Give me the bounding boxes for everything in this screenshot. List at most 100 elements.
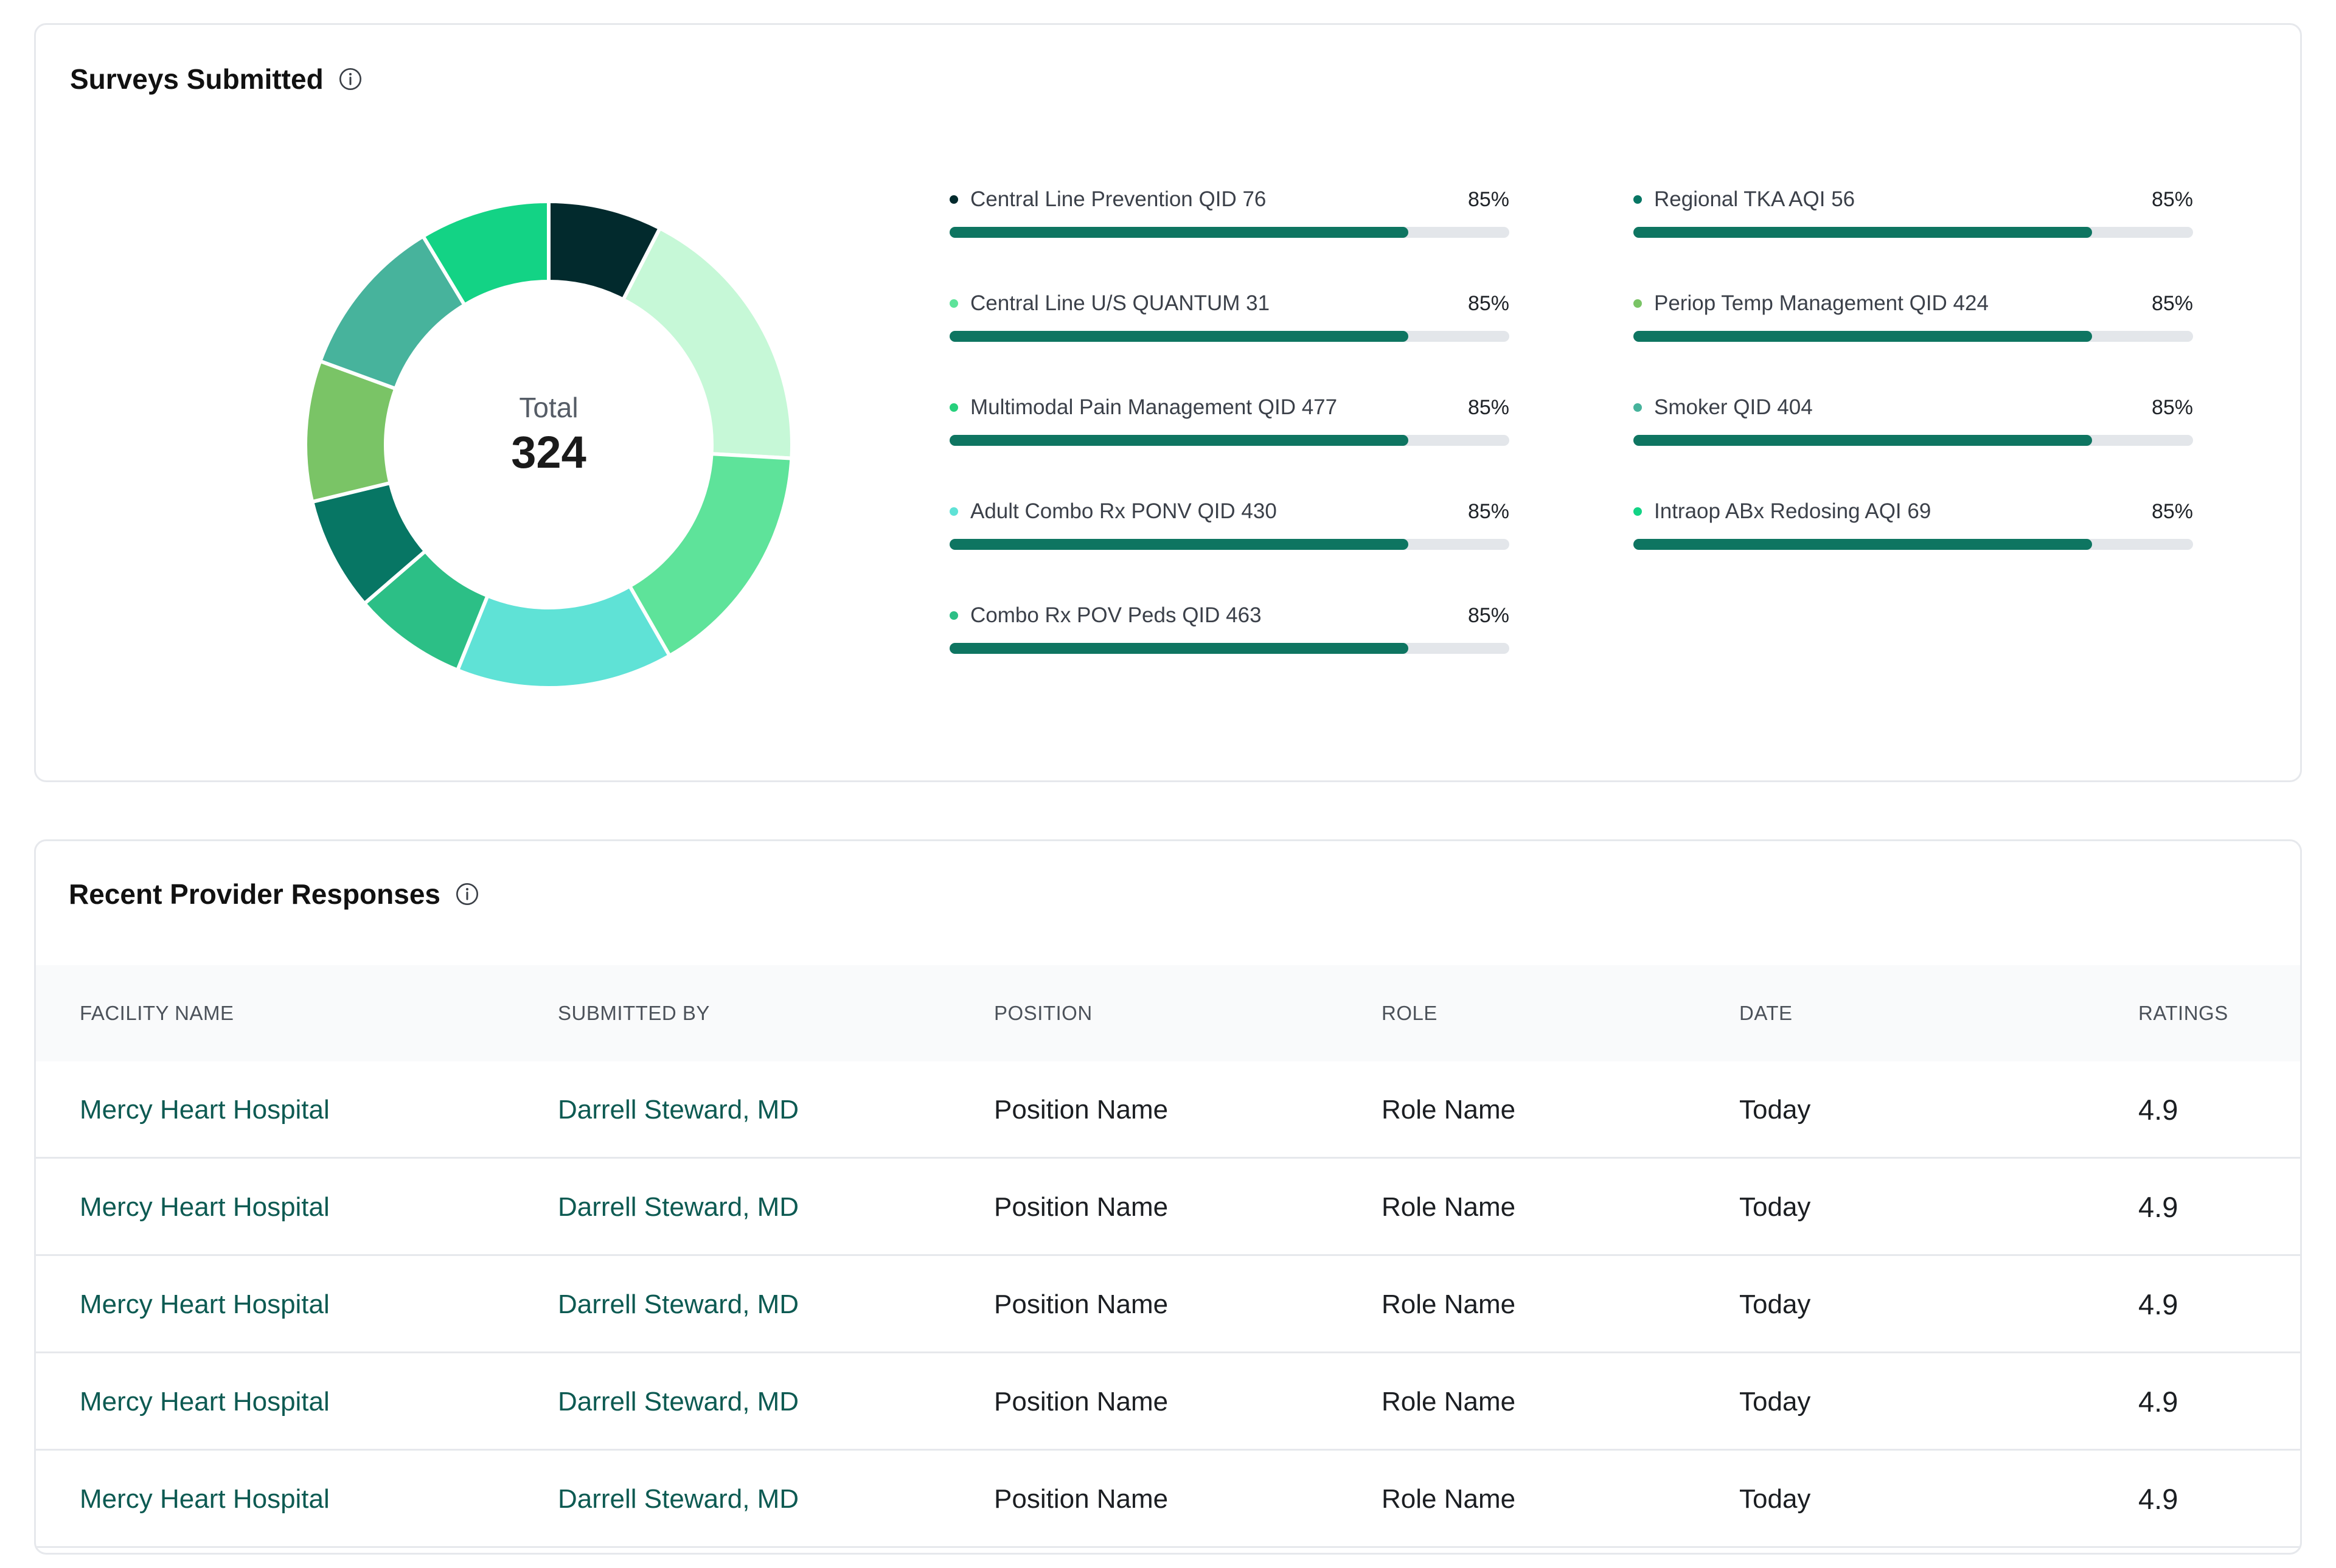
facility-link[interactable]: Mercy Heart Hospital bbox=[80, 1484, 330, 1514]
surveys-donut-chart: Total 324 bbox=[275, 171, 822, 718]
progress-bar-fill bbox=[950, 227, 1409, 238]
legend-column-left: Central Line Prevention QID 76 85% Central… bbox=[950, 184, 1509, 704]
legend-label: Periop Temp Management QID 424 bbox=[1654, 291, 1989, 315]
legend-color-dot bbox=[950, 299, 958, 308]
legend-color-dot bbox=[950, 403, 958, 412]
legend-color-dot bbox=[1633, 507, 1642, 516]
legend-item: Multimodal Pain Management QID 477 85% bbox=[950, 392, 1509, 496]
surveys-submitted-card: Surveys Submitted Total 324 Central Line… bbox=[34, 23, 2302, 782]
role-cell: Role Name bbox=[1382, 1192, 1516, 1222]
table-row[interactable]: Mercy Heart Hospital Darrell Steward, MD… bbox=[36, 1061, 2300, 1159]
date-cell: Today bbox=[1739, 1387, 1811, 1417]
responses-title-row: Recent Provider Responses bbox=[69, 878, 479, 911]
progress-bar-track bbox=[950, 331, 1509, 342]
table-row[interactable]: Mercy Heart Hospital Darrell Steward, MD… bbox=[36, 1451, 2300, 1548]
provider-link[interactable]: Darrell Steward, MD bbox=[558, 1387, 799, 1417]
info-icon[interactable] bbox=[338, 67, 363, 91]
progress-bar-fill bbox=[1633, 227, 2093, 238]
date-cell: Today bbox=[1739, 1095, 1811, 1125]
legend-label: Smoker QID 404 bbox=[1654, 395, 1813, 419]
rating-cell: 4.9 bbox=[2138, 1288, 2178, 1320]
role-cell: Role Name bbox=[1382, 1095, 1516, 1125]
rating-cell: 4.9 bbox=[2138, 1386, 2178, 1418]
surveys-title: Surveys Submitted bbox=[70, 63, 324, 95]
table-row[interactable]: Mercy Heart Hospital Darrell Steward, MD… bbox=[36, 1256, 2300, 1353]
legend-percent: 85% bbox=[1467, 603, 1509, 627]
progress-bar-track bbox=[1633, 227, 2193, 238]
progress-bar-fill bbox=[1633, 539, 2093, 550]
legend-item: Intraop ABx Redosing AQI 69 85% bbox=[1633, 496, 2193, 600]
legend-percent: 85% bbox=[1467, 187, 1509, 211]
role-cell: Role Name bbox=[1382, 1289, 1516, 1319]
progress-bar-track bbox=[1633, 331, 2193, 342]
legend-item: Central Line Prevention QID 76 85% bbox=[950, 184, 1509, 288]
legend-item-header: Smoker QID 404 85% bbox=[1633, 392, 2193, 423]
legend-label: Central Line U/S QUANTUM 31 bbox=[970, 291, 1270, 315]
facility-link[interactable]: Mercy Heart Hospital bbox=[80, 1192, 330, 1222]
table-row[interactable]: Mercy Heart Hospital Darrell Steward, MD… bbox=[36, 1159, 2300, 1256]
donut-total-label: Total bbox=[519, 391, 579, 423]
column-header-date[interactable]: DATE bbox=[1739, 1002, 1793, 1024]
legend-item: Periop Temp Management QID 424 85% bbox=[1633, 288, 2193, 392]
progress-bar-fill bbox=[950, 435, 1409, 446]
info-icon[interactable] bbox=[455, 882, 479, 906]
legend-column-right: Regional TKA AQI 56 85% Periop Temp Manage… bbox=[1633, 184, 2193, 600]
donut-segment[interactable] bbox=[620, 226, 794, 460]
provider-link[interactable]: Darrell Steward, MD bbox=[558, 1484, 799, 1514]
progress-bar-fill bbox=[1633, 331, 2093, 342]
column-header-submitted-by[interactable]: SUBMITTED BY bbox=[558, 1002, 710, 1024]
responses-title: Recent Provider Responses bbox=[69, 878, 441, 910]
column-header-role[interactable]: ROLE bbox=[1382, 1002, 1437, 1024]
legend-item: Regional TKA AQI 56 85% bbox=[1633, 184, 2193, 288]
facility-link[interactable]: Mercy Heart Hospital bbox=[80, 1095, 330, 1125]
rating-cell: 4.9 bbox=[2138, 1191, 2178, 1223]
legend-item: Combo Rx POV Peds QID 463 85% bbox=[950, 600, 1509, 704]
role-cell: Role Name bbox=[1382, 1484, 1516, 1514]
progress-bar-track bbox=[1633, 539, 2193, 550]
recent-provider-responses-card: Recent Provider Responses FACILITY NAME … bbox=[34, 839, 2302, 1555]
provider-link[interactable]: Darrell Steward, MD bbox=[558, 1289, 799, 1319]
date-cell: Today bbox=[1739, 1192, 1811, 1222]
legend-label: Central Line Prevention QID 76 bbox=[970, 187, 1267, 211]
legend-item-header: Periop Temp Management QID 424 85% bbox=[1633, 288, 2193, 319]
donut-svg bbox=[304, 199, 794, 690]
table-row[interactable]: Mercy Heart Hospital Darrell Steward, MD… bbox=[36, 1353, 2300, 1451]
legend-item-header: Regional TKA AQI 56 85% bbox=[1633, 184, 2193, 215]
progress-bar-fill bbox=[950, 331, 1409, 342]
rating-cell: 4.9 bbox=[2138, 1483, 2178, 1515]
progress-bar-track bbox=[950, 539, 1509, 550]
position-cell: Position Name bbox=[994, 1387, 1169, 1417]
position-cell: Position Name bbox=[994, 1484, 1169, 1514]
facility-link[interactable]: Mercy Heart Hospital bbox=[80, 1387, 330, 1417]
legend-item-header: Central Line Prevention QID 76 85% bbox=[950, 184, 1509, 215]
date-cell: Today bbox=[1739, 1484, 1811, 1514]
legend-label: Combo Rx POV Peds QID 463 bbox=[970, 603, 1262, 627]
legend-item-header: Multimodal Pain Management QID 477 85% bbox=[950, 392, 1509, 423]
date-cell: Today bbox=[1739, 1289, 1811, 1319]
legend-item-header: Adult Combo Rx PONV QID 430 85% bbox=[950, 496, 1509, 527]
legend-label: Adult Combo Rx PONV QID 430 bbox=[970, 499, 1277, 523]
legend-percent: 85% bbox=[1467, 291, 1509, 315]
role-cell: Role Name bbox=[1382, 1387, 1516, 1417]
progress-bar-fill bbox=[950, 643, 1409, 654]
provider-link[interactable]: Darrell Steward, MD bbox=[558, 1192, 799, 1222]
column-header-facility[interactable]: FACILITY NAME bbox=[80, 1002, 234, 1024]
legend-percent: 85% bbox=[1467, 499, 1509, 523]
position-cell: Position Name bbox=[994, 1095, 1169, 1125]
legend-color-dot bbox=[950, 611, 958, 620]
legend-color-dot bbox=[1633, 195, 1642, 204]
table-header: FACILITY NAME SUBMITTED BY POSITION ROLE… bbox=[36, 965, 2300, 1061]
legend-label: Regional TKA AQI 56 bbox=[1654, 187, 1855, 211]
position-cell: Position Name bbox=[994, 1192, 1169, 1222]
legend-item: Adult Combo Rx PONV QID 430 85% bbox=[950, 496, 1509, 600]
legend-color-dot bbox=[1633, 299, 1642, 308]
provider-link[interactable]: Darrell Steward, MD bbox=[558, 1095, 799, 1125]
donut-center: Total 324 bbox=[275, 171, 822, 718]
legend-label: Multimodal Pain Management QID 477 bbox=[970, 395, 1338, 419]
column-header-position[interactable]: POSITION bbox=[994, 1002, 1093, 1024]
column-header-ratings[interactable]: RATINGS bbox=[2138, 1002, 2228, 1024]
donut-segment[interactable] bbox=[420, 199, 551, 308]
rating-cell: 4.9 bbox=[2138, 1094, 2178, 1126]
facility-link[interactable]: Mercy Heart Hospital bbox=[80, 1289, 330, 1319]
legend-color-dot bbox=[950, 195, 958, 204]
